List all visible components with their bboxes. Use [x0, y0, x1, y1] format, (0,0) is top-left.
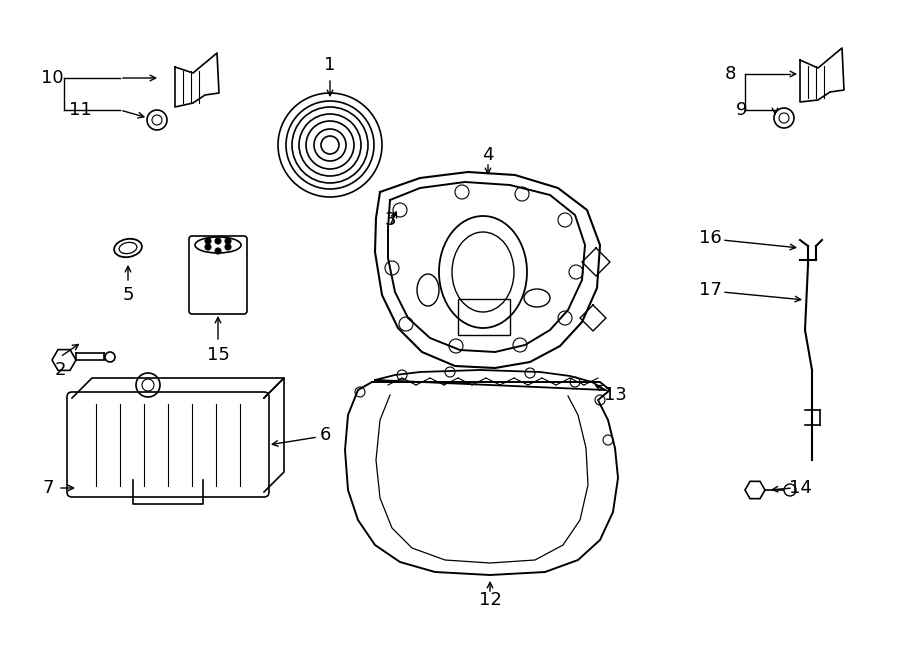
Circle shape: [215, 248, 221, 254]
Text: 5: 5: [122, 286, 134, 304]
Text: 2: 2: [54, 361, 66, 379]
Circle shape: [225, 238, 231, 244]
Text: 4: 4: [482, 146, 494, 164]
Text: 7: 7: [42, 479, 54, 497]
Text: 17: 17: [698, 281, 722, 299]
Text: 12: 12: [479, 591, 501, 609]
Circle shape: [205, 238, 211, 244]
Text: 8: 8: [724, 65, 735, 83]
Text: 16: 16: [698, 229, 722, 247]
Text: 6: 6: [320, 426, 330, 444]
Text: 10: 10: [40, 69, 63, 87]
Text: 1: 1: [324, 56, 336, 74]
Text: 13: 13: [604, 386, 626, 404]
Circle shape: [225, 244, 231, 250]
Text: 3: 3: [384, 211, 396, 229]
Text: 9: 9: [736, 101, 748, 119]
Circle shape: [205, 244, 211, 250]
Text: 15: 15: [207, 346, 230, 364]
Text: 14: 14: [788, 479, 812, 497]
Text: 11: 11: [68, 101, 92, 119]
Bar: [458, 299, 510, 335]
Circle shape: [215, 238, 221, 244]
